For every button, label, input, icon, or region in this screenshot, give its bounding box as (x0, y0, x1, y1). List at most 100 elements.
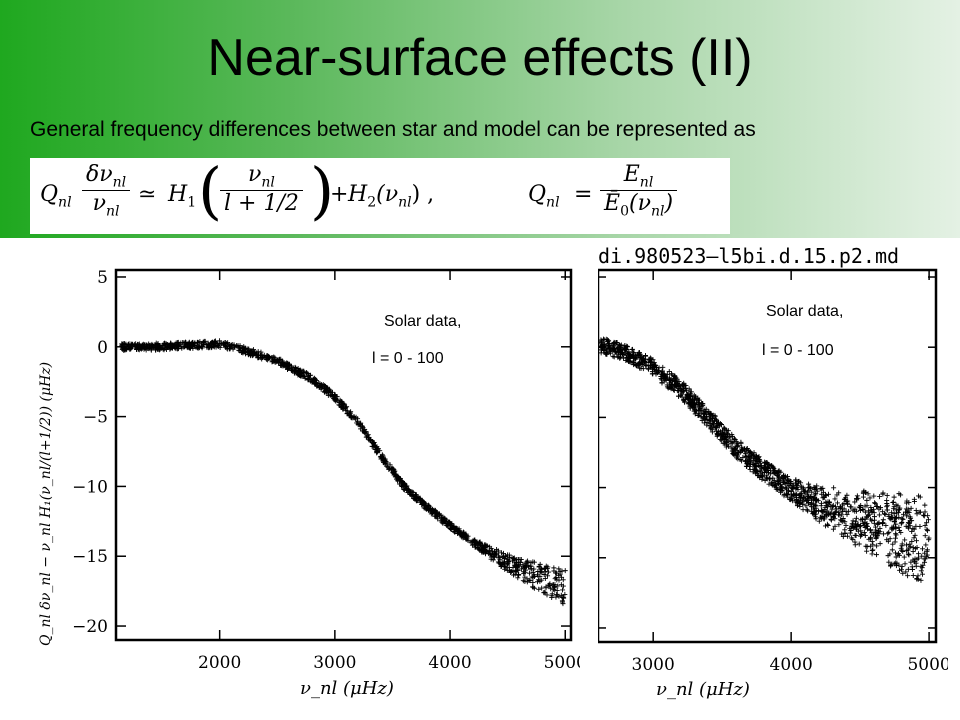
data-point (720, 429, 726, 435)
data-point (834, 500, 840, 506)
data-point (785, 494, 791, 500)
data-point (236, 347, 242, 353)
data-point (137, 343, 143, 349)
left-xlabel: ν_nl (μHz) (300, 678, 394, 699)
data-point (196, 343, 202, 349)
data-point (358, 420, 364, 426)
data-point (732, 436, 738, 442)
data-point (907, 523, 913, 529)
data-point (615, 346, 621, 352)
data-point (704, 422, 710, 428)
data-point (793, 477, 799, 483)
data-point (905, 573, 911, 579)
data-point (646, 356, 652, 362)
data-point (378, 453, 384, 459)
right-chart: 3000 4000 5000 Solar data, l = 0 - 100 ν_n… (598, 268, 948, 700)
data-point (708, 424, 714, 430)
data-point (864, 503, 870, 509)
data-point (398, 483, 404, 489)
data-point (607, 340, 613, 346)
data-point (598, 350, 604, 356)
data-point (745, 458, 751, 464)
data-point (738, 439, 744, 445)
data-point (829, 506, 835, 512)
data-point (348, 409, 354, 415)
data-point (430, 509, 436, 515)
data-point (487, 551, 493, 557)
data-point (528, 560, 534, 566)
data-point (898, 545, 904, 551)
data-point (863, 543, 869, 549)
data-point (445, 523, 451, 529)
data-point (731, 436, 737, 442)
data-point (912, 546, 918, 552)
data-point (269, 359, 275, 365)
data-point (678, 386, 684, 392)
data-point (778, 482, 784, 488)
data-point (244, 349, 250, 355)
data-point (869, 538, 875, 544)
left-annotation-2: l = 0 - 100 (372, 350, 444, 367)
data-point (759, 472, 765, 478)
data-point (808, 485, 814, 491)
data-point (887, 515, 893, 521)
data-point (537, 573, 543, 579)
data-point (480, 542, 486, 548)
data-point (806, 481, 812, 487)
data-point (888, 562, 894, 568)
data-point (713, 416, 719, 422)
data-point (542, 575, 548, 581)
data-point (922, 556, 928, 562)
data-point (127, 343, 133, 349)
data-point (887, 536, 893, 542)
data-point (925, 513, 931, 519)
data-point (465, 537, 471, 543)
data-point (772, 482, 778, 488)
data-point (765, 468, 771, 474)
left-annotation-1: Solar data, (384, 313, 461, 330)
data-point (236, 345, 242, 351)
data-point (555, 583, 561, 589)
data-point (296, 367, 302, 373)
data-point (868, 504, 874, 510)
data-point (752, 466, 758, 472)
data-point (822, 492, 828, 498)
data-point (888, 516, 894, 522)
data-point (656, 365, 662, 371)
eq1-fraction: δνnl νnl (82, 162, 131, 220)
data-point (215, 342, 221, 348)
data-point (866, 511, 872, 517)
data-point (686, 386, 692, 392)
data-point (891, 511, 897, 517)
data-point (606, 338, 612, 344)
data-point (897, 567, 903, 573)
data-point (914, 576, 920, 582)
data-point (890, 500, 896, 506)
data-point (650, 357, 656, 363)
data-point (521, 565, 527, 571)
data-point (556, 572, 562, 578)
data-point (893, 515, 899, 521)
data-point (752, 469, 758, 475)
data-point (768, 481, 774, 487)
data-point (536, 586, 542, 592)
data-point (840, 502, 846, 508)
data-point (903, 509, 909, 515)
data-point (858, 528, 864, 534)
data-point (231, 342, 237, 348)
data-point (522, 564, 528, 570)
data-point (858, 531, 864, 537)
data-point (779, 485, 785, 491)
data-point (403, 483, 409, 489)
data-point (608, 350, 614, 356)
data-point (446, 519, 452, 525)
data-point (915, 493, 921, 499)
data-point (714, 423, 720, 429)
data-point (126, 341, 132, 347)
data-point (905, 520, 911, 526)
data-point (610, 353, 616, 359)
data-point (770, 464, 776, 470)
right-annotation-1: Solar data, (766, 303, 843, 320)
data-point (530, 569, 536, 575)
data-point (793, 485, 799, 491)
